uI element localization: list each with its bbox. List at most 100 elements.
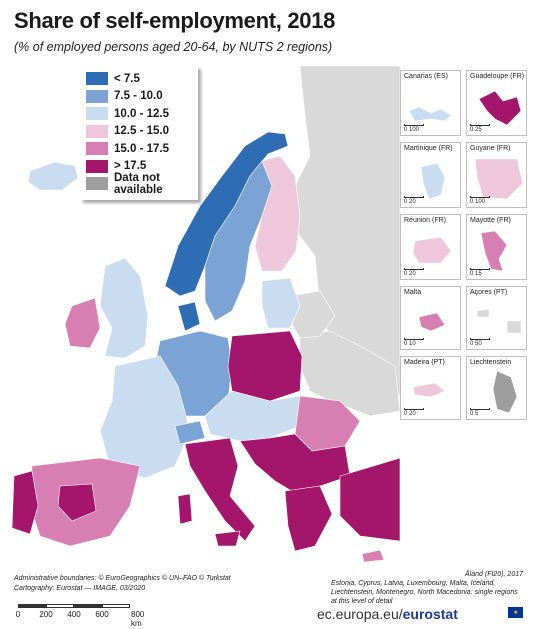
- region-finland: [254, 155, 301, 272]
- legend-label: 12.5 - 15.0: [114, 125, 169, 138]
- region-uk: [99, 257, 149, 359]
- inset-map: [478, 90, 522, 126]
- inset-scale-label: 0 20: [404, 271, 416, 277]
- inset-label: Malta: [404, 289, 422, 296]
- legend-swatch: [86, 142, 108, 156]
- inset-scale-bar: [470, 408, 490, 410]
- inset-panel: Mayotte (FR) 0 15: [466, 214, 527, 280]
- region-ukraine: [299, 330, 400, 417]
- inset-scale-label: 0 10: [404, 341, 416, 347]
- legend-label: 10.0 - 12.5: [114, 107, 169, 120]
- single-region-note: Estonia, Cyprus, Latvia, Luxembourg, Mal…: [331, 580, 518, 605]
- inset-scale-label: 0 20: [404, 199, 416, 205]
- inset-panel: Canarias (ES) 0 100: [400, 70, 461, 136]
- inset-scale-label: 0 50: [470, 341, 482, 347]
- inset-map: [418, 312, 446, 332]
- boundaries-credit: Administrative boundaries: © EuroGeograp…: [14, 575, 231, 582]
- inset-panel: Réunion (FR) 0 20: [400, 214, 461, 280]
- inset-region: [412, 382, 446, 398]
- inset-label: Madeira (PT): [404, 359, 445, 366]
- inset-scale-label: 0 25: [470, 127, 482, 133]
- inset-map: [480, 230, 508, 272]
- legend-swatch: [86, 124, 108, 138]
- footer-right: Åland (FI20), 2017 Estonia, Cyprus, Latv…: [331, 570, 523, 606]
- site-prefix: ec.europa.eu/: [317, 606, 403, 622]
- inset-scale-label: 0 15: [470, 271, 482, 277]
- legend-item: Data not available: [86, 171, 192, 196]
- region-spain-centre: [57, 483, 97, 522]
- legend-label: 15.0 - 17.5: [114, 142, 169, 155]
- inset-scale-bar: [404, 338, 424, 340]
- inset-scale-label: 0 100: [404, 127, 420, 133]
- region-sardinia: [177, 493, 193, 525]
- inset-region: [412, 236, 452, 264]
- inset-scale-bar: [470, 338, 490, 340]
- inset-panel: Guyane (FR) 0 100: [466, 142, 527, 208]
- legend-swatch: [86, 89, 108, 103]
- inset-panel: Martinique (FR) 0 20: [400, 142, 461, 208]
- legend-label: > 17.5: [114, 160, 147, 173]
- eu-flag-icon: ★: [508, 607, 523, 618]
- site-brand: eurostat: [402, 606, 458, 622]
- eurostat-site[interactable]: ec.europa.eu/eurostat: [317, 606, 458, 622]
- footer-left: Administrative boundaries: © EuroGeograp…: [14, 574, 231, 594]
- inset-label: Mayotte (FR): [470, 217, 511, 224]
- inset-scale-label: 0 5: [470, 411, 479, 417]
- inset-label: Canarias (ES): [404, 73, 448, 80]
- legend-item: 12.5 - 15.0: [86, 123, 192, 141]
- inset-panel: Liechtenstein 0 5: [466, 356, 527, 420]
- region-ireland: [64, 297, 101, 349]
- inset-label: Liechtenstein: [470, 359, 512, 366]
- inset-panel: Madeira (PT) 0 20: [400, 356, 461, 420]
- inset-scale-bar: [404, 196, 424, 198]
- scale-bar: 0 200 400 600 800 km: [15, 604, 158, 628]
- inset-region: [476, 308, 522, 334]
- inset-label: Martinique (FR): [404, 145, 453, 152]
- scale-tick-label: 0: [15, 610, 21, 619]
- inset-scale-label: 0 20: [404, 411, 416, 417]
- legend-label: Data not available: [114, 171, 163, 196]
- inset-map: [412, 236, 452, 264]
- region-sicily: [214, 530, 241, 547]
- scale-tick-label: 600: [95, 610, 109, 619]
- inset-label: Guyane (FR): [470, 145, 511, 152]
- aland-note: Åland (FI20), 2017: [465, 571, 523, 578]
- scale-tick-label: 800 km: [131, 610, 145, 628]
- legend-item: 10.0 - 12.5: [86, 105, 192, 123]
- inset-label: Réunion (FR): [404, 217, 447, 224]
- inset-map: [420, 162, 446, 200]
- legend-swatch: [86, 107, 108, 121]
- legend-swatch: [86, 159, 108, 173]
- legend-item: 15.0 - 17.5: [86, 140, 192, 158]
- inset-scale-bar: [470, 124, 490, 126]
- inset-scale-bar: [404, 268, 424, 270]
- legend-label: 7.5 - 10.0: [114, 90, 163, 103]
- inset-scale-bar: [470, 268, 490, 270]
- inset-region: [408, 106, 452, 122]
- region-greece: [284, 485, 333, 552]
- region-cyprus: [361, 549, 385, 563]
- region-iceland: [27, 161, 79, 191]
- region-norway: [164, 131, 289, 297]
- inset-panel: Malta 0 10: [400, 286, 461, 350]
- map-title: Share of self-employment, 2018: [14, 8, 336, 33]
- inset-region: [418, 312, 446, 332]
- inset-scale-label: 0 100: [470, 199, 486, 205]
- region-italy: [184, 437, 256, 542]
- region-denmark: [177, 301, 201, 332]
- map-subtitle: (% of employed persons aged 20-64, by NU…: [14, 40, 333, 54]
- inset-region: [474, 158, 524, 200]
- inset-map: [476, 308, 522, 334]
- scale-tick-label: 200: [39, 610, 53, 619]
- legend-swatch: [86, 177, 108, 191]
- inset-region: [492, 370, 518, 414]
- inset-region: [478, 90, 522, 126]
- inset-map: [412, 382, 446, 398]
- legend-item: < 7.5: [86, 70, 192, 88]
- region-baltics: [261, 277, 301, 329]
- inset-scale-bar: [404, 408, 424, 410]
- legend-swatch: [86, 72, 108, 86]
- inset-scale-bar: [470, 196, 490, 198]
- inset-map: [492, 370, 518, 414]
- region-portugal: [11, 470, 39, 535]
